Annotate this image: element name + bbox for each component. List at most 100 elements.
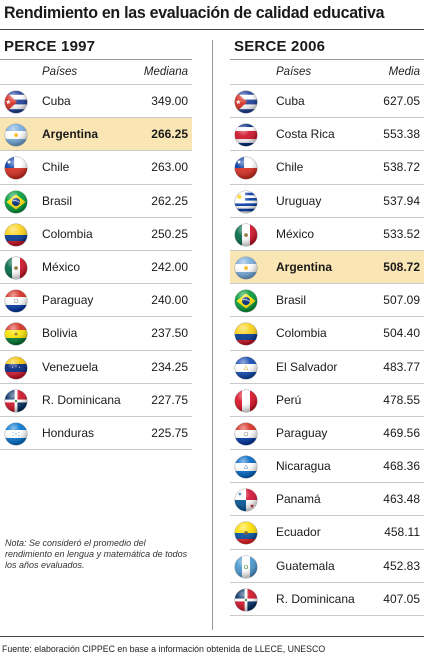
score-value: 349.00: [151, 94, 188, 108]
source-divider: [0, 636, 424, 637]
footnote: Nota: Se consideró el promedio del rendi…: [5, 538, 188, 570]
table-row: Colombia 504.40: [230, 316, 424, 349]
table-header: Países Mediana: [0, 60, 192, 84]
uruguay-flag-icon: [234, 190, 258, 214]
table-row: R. Dominicana 407.05: [230, 581, 424, 615]
table-row: México 533.52: [230, 216, 424, 250]
country-name: Panamá: [276, 492, 321, 507]
cuba-flag-icon: [4, 90, 28, 114]
table-row: Argentina 508.72: [230, 249, 424, 284]
score-value: 250.25: [151, 226, 188, 241]
country-name: Brasil: [42, 193, 73, 208]
dominicana-flag-icon: [4, 389, 28, 413]
perce-1997-panel: PERCE 1997 Países Mediana Cuba 349.00: [0, 38, 192, 451]
score-value: 237.50: [151, 326, 188, 341]
bolivia-flag-icon: [4, 322, 28, 346]
colombia-flag-icon: [4, 223, 28, 247]
panel-title-divider: [0, 59, 192, 60]
table-row: Costa Rica 553.38: [230, 117, 424, 150]
column-header-value: Media: [388, 66, 420, 78]
score-value: 478.55: [383, 392, 420, 407]
table-row: Ecuador 458.11: [230, 515, 424, 548]
table-bottom-rule: [230, 615, 424, 616]
venezuela-flag-icon: [4, 356, 28, 380]
score-value: 553.38: [383, 127, 420, 142]
paraguay-flag-icon: [4, 289, 28, 313]
table-row: Paraguay 469.56: [230, 415, 424, 449]
panama-flag-icon: [234, 488, 258, 512]
country-name: Guatemala: [276, 558, 335, 573]
brasil-flag-icon: [234, 289, 258, 313]
argentina-flag-icon: [4, 123, 28, 147]
country-name: Argentina: [42, 127, 99, 142]
table-header: Países Media: [230, 60, 424, 84]
country-name: Venezuela: [42, 359, 99, 374]
score-value: 263.00: [151, 160, 188, 175]
page-title: Rendimiento en las evaluación de calidad…: [4, 3, 385, 22]
table-row: Nicaragua 468.36: [230, 449, 424, 482]
brasil-flag-icon: [4, 190, 28, 214]
country-name: Cuba: [276, 94, 305, 108]
perce-1997-rows: Cuba 349.00 Argentina 266.25 Chile 263.00: [0, 84, 192, 449]
country-name: Nicaragua: [276, 459, 331, 474]
chile-flag-icon: [234, 156, 258, 180]
country-name: Uruguay: [276, 193, 322, 208]
country-name: Bolivia: [42, 326, 78, 341]
score-value: 458.11: [384, 525, 420, 540]
country-name: Paraguay: [276, 425, 328, 440]
score-value: 627.05: [383, 94, 420, 108]
perce-1997-title: PERCE 1997: [4, 38, 96, 55]
serce-2006-rows: Cuba 627.05 Costa Rica 553.38 Chile 538.72: [230, 84, 424, 615]
score-value: 463.48: [383, 492, 420, 507]
country-name: Colombia: [42, 226, 93, 241]
table-row: El Salvador 483.77: [230, 349, 424, 383]
table-row: Panamá 463.48: [230, 482, 424, 515]
country-name: Colombia: [276, 326, 327, 341]
costa-rica-flag-icon: [234, 123, 258, 147]
column-divider: [212, 40, 213, 630]
country-name: Perú: [276, 392, 302, 407]
score-value: 508.72: [383, 259, 420, 274]
country-name: México: [276, 226, 315, 241]
table-row: Perú 478.55: [230, 382, 424, 416]
table-row: Brasil 262.25: [0, 183, 192, 217]
guatemala-flag-icon: [234, 555, 258, 579]
paraguay-flag-icon: [234, 422, 258, 446]
peru-flag-icon: [234, 389, 258, 413]
table-row: Chile 538.72: [230, 150, 424, 183]
country-name: Costa Rica: [276, 127, 335, 142]
dominicana-flag-icon: [234, 588, 258, 612]
score-value: 242.00: [151, 259, 188, 274]
score-value: 240.00: [151, 293, 188, 308]
score-value: 227.75: [151, 392, 188, 407]
score-value: 537.94: [383, 193, 420, 208]
score-value: 234.25: [151, 359, 188, 374]
score-value: 452.83: [383, 558, 420, 573]
score-value: 262.25: [151, 193, 188, 208]
country-name: El Salvador: [276, 359, 338, 374]
country-name: Cuba: [42, 94, 71, 108]
score-value: 469.56: [383, 425, 420, 440]
table-row: Uruguay 537.94: [230, 183, 424, 217]
table-row: México 242.00: [0, 249, 192, 283]
country-name: Chile: [42, 160, 70, 175]
country-name: Argentina: [276, 259, 333, 274]
argentina-flag-icon: [234, 256, 258, 280]
table-row: Bolivia 237.50: [0, 316, 192, 349]
colombia-flag-icon: [234, 322, 258, 346]
table-row: R. Dominicana 227.75: [0, 382, 192, 416]
honduras-flag-icon: [4, 422, 28, 446]
score-value: 538.72: [383, 160, 420, 175]
cuba-flag-icon: [234, 90, 258, 114]
table-row: Cuba 349.00: [0, 84, 192, 117]
el-salvador-flag-icon: [234, 356, 258, 380]
score-value: 225.75: [151, 425, 188, 440]
table-row: Colombia 250.25: [0, 216, 192, 250]
country-name: R. Dominicana: [276, 591, 355, 606]
score-value: 504.40: [383, 326, 420, 341]
country-name: Ecuador: [276, 525, 321, 540]
score-value: 483.77: [383, 359, 420, 374]
table-bottom-rule: [0, 449, 192, 451]
country-name: México: [42, 259, 81, 274]
table-row: Argentina 266.25: [0, 117, 192, 151]
